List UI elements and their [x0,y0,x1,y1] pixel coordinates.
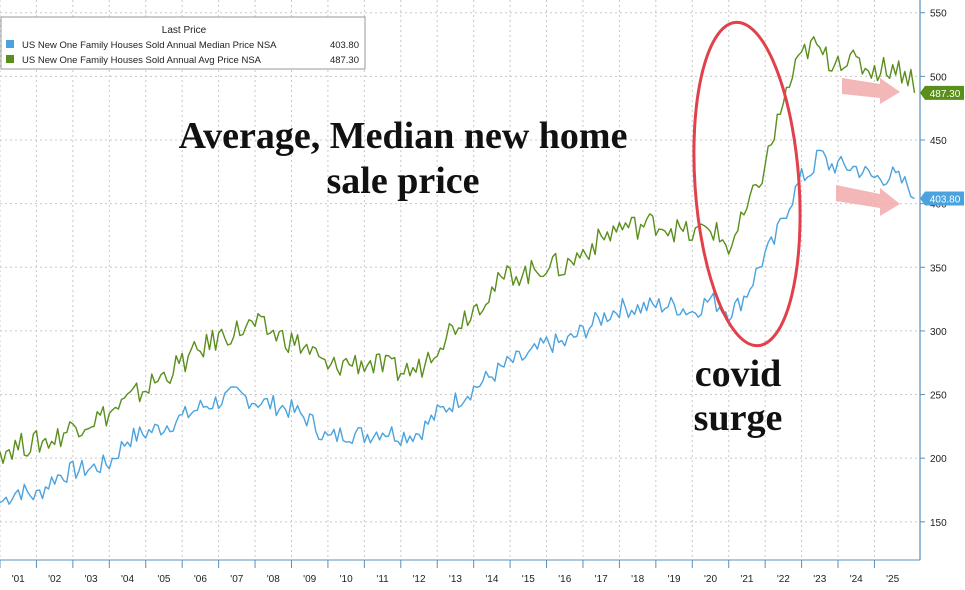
legend-value-average: 487.30 [330,55,359,66]
series [0,36,916,505]
legend-swatch-average [6,55,14,63]
x-tick-label: '06 [194,574,207,585]
median-price-line [0,149,915,505]
median-trend-arrow [836,185,900,216]
y-tick-label: 150 [930,518,947,529]
x-tick-label: '21 [740,574,753,585]
x-tick-label: '05 [157,574,170,585]
last-value-tags: 403.80 487.30 [920,85,964,206]
median-price-last-value-label: 403.80 [930,195,961,206]
x-tick-label: '12 [412,574,425,585]
covid-label-line-2: surge [694,397,783,439]
median-price-last-value-tag [920,191,964,206]
y-tick-label: 200 [930,454,947,465]
x-tick-label: '07 [230,574,243,585]
y-tick-label: 300 [930,327,947,338]
average-price-line [0,36,916,464]
x-tick-label: '04 [121,574,134,585]
x-tick-label: '15 [522,574,535,585]
x-tick-label: '19 [668,574,681,585]
x-tick-label: '10 [340,574,353,585]
covid-surge-ellipse [692,20,802,348]
x-tick-label: '14 [485,574,498,585]
x-tick-label: '03 [85,574,98,585]
y-tick-label: 450 [930,136,947,147]
legend-swatch-median [6,40,14,48]
x-tick-label: '17 [595,574,608,585]
x-tick-label: '24 [850,574,863,585]
legend-value-median: 403.80 [330,40,359,51]
y-tick-label: 500 [930,72,947,83]
annotation-arrows [836,78,900,216]
x-tick-label: '25 [886,574,899,585]
legend-label-average: US New One Family Houses Sold Annual Avg… [22,55,262,66]
average-price-last-value-tag [920,85,964,100]
x-tick-label: '23 [813,574,826,585]
x-tick-label: '20 [704,574,717,585]
x-tick-label: '16 [558,574,571,585]
axes: 150200250300350400450500550'01'02'03'04'… [0,0,947,585]
x-tick-label: '09 [303,574,316,585]
y-tick-label: 350 [930,263,947,274]
x-tick-label: '11 [376,574,389,585]
legend-label-median: US New One Family Houses Sold Annual Med… [22,40,277,51]
x-tick-label: '18 [631,574,644,585]
title-annotation: Average, Median new home sale price [179,115,628,202]
legend: Last Price US New One Family Houses Sold… [0,16,366,70]
title-line-1: Average, Median new home [179,115,628,157]
legend-header: Last Price [162,25,207,36]
average-price-last-value-label: 487.30 [930,89,961,100]
grid [0,0,920,560]
covid-annotation: covid surge [694,353,783,439]
y-tick-label: 550 [930,9,947,20]
title-line-2: sale price [326,160,479,202]
x-tick-label: '02 [48,574,61,585]
x-tick-label: '22 [777,574,790,585]
x-tick-label: '13 [449,574,462,585]
average-trend-arrow [842,78,900,104]
covid-label-line-1: covid [695,353,782,395]
x-tick-label: '01 [12,574,25,585]
legend-box [0,16,366,70]
y-tick-label: 250 [930,391,947,402]
x-tick-label: '08 [267,574,280,585]
